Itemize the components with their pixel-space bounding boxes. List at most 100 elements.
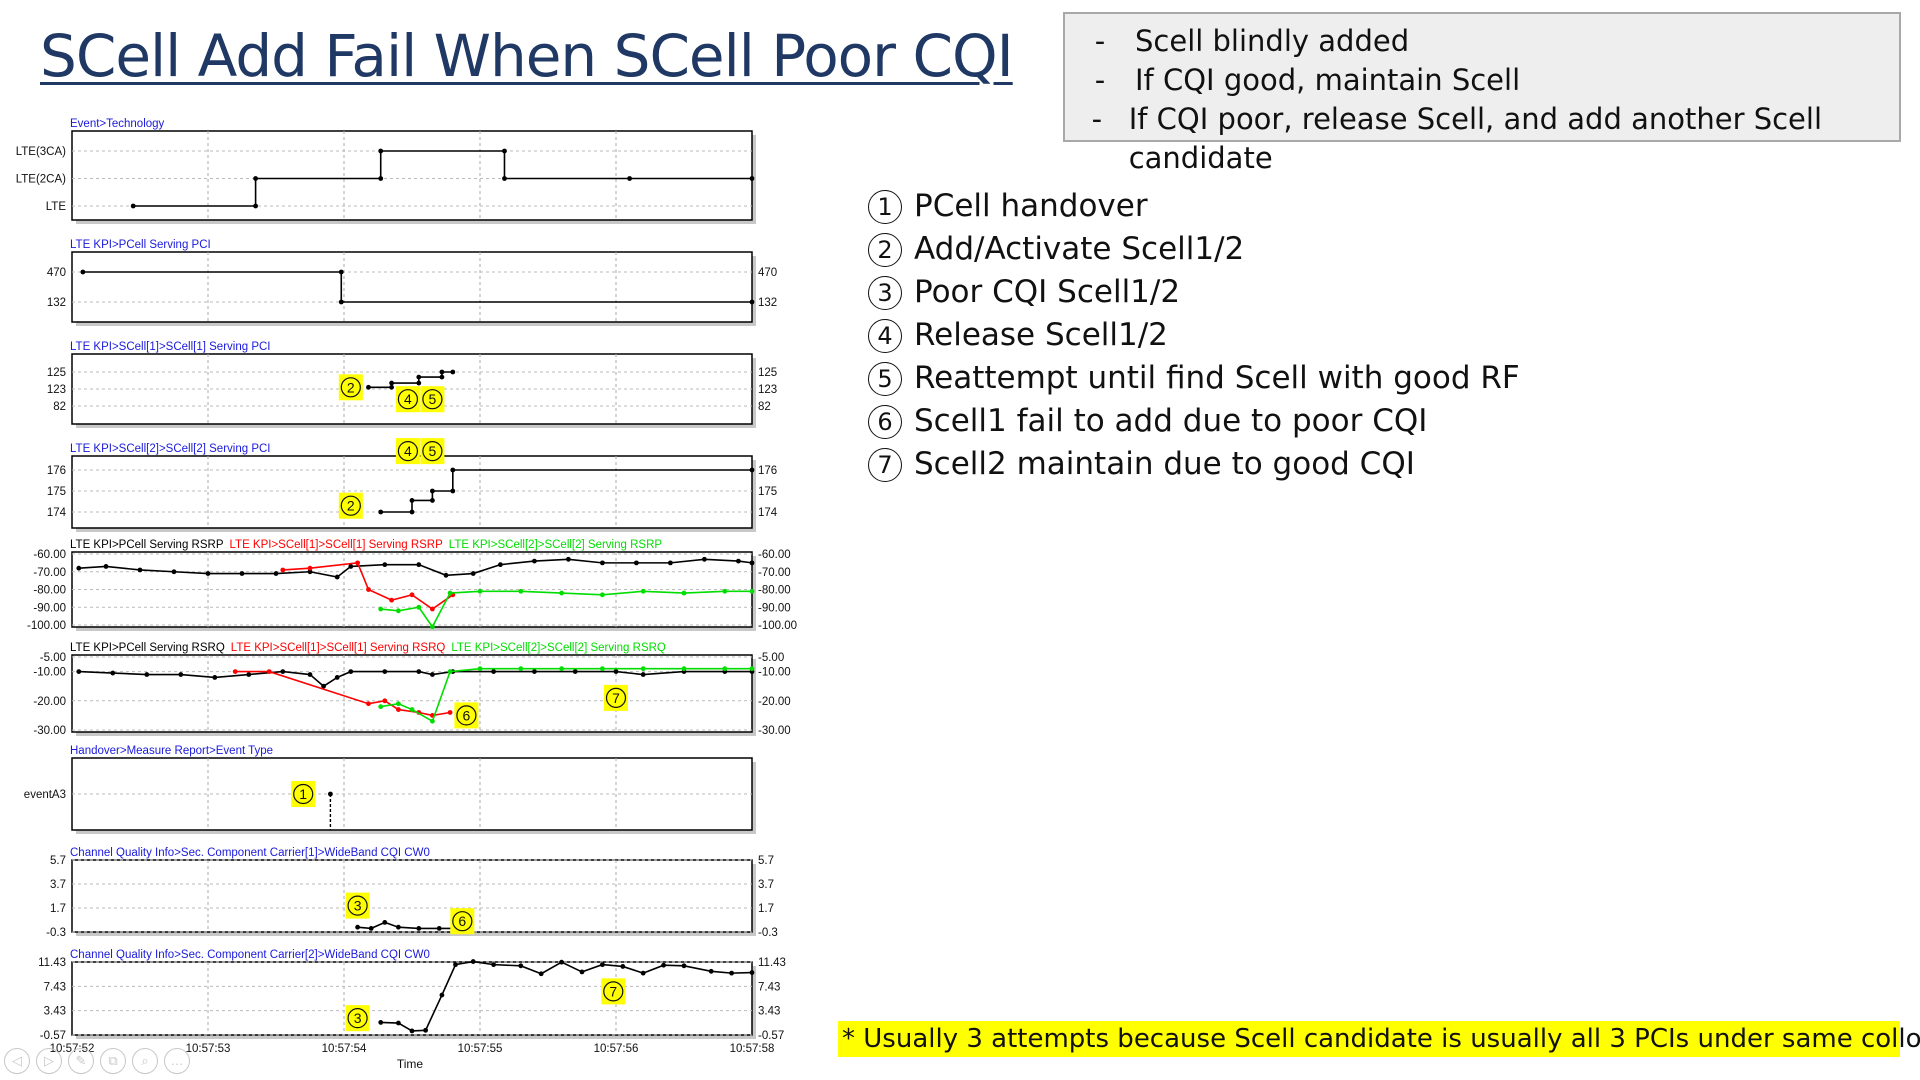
data-point (382, 562, 388, 568)
panel-title-part: LTE KPI>PCell Serving RSRQ (70, 642, 225, 654)
y-tick-label: -90.00 (33, 602, 66, 614)
data-point (430, 624, 435, 630)
step-marker-bg (601, 978, 626, 1005)
data-point (178, 672, 184, 677)
y-tick-label-right: -30.00 (758, 725, 791, 737)
data-point (76, 565, 82, 571)
y-tick-label-right: -80.00 (758, 585, 791, 597)
step-marker-circle (347, 895, 368, 916)
data-point (681, 963, 687, 969)
step-marker-label: 2 (347, 498, 355, 514)
y-tick-label-right: 125 (758, 367, 777, 379)
data-point (307, 672, 313, 677)
y-tick-label: 176 (47, 465, 66, 477)
data-point (76, 669, 82, 674)
step-marker-label: 7 (612, 690, 620, 706)
data-point (348, 669, 354, 674)
copy-icon[interactable]: ⧉ (100, 1048, 126, 1074)
step-marker-bg (338, 492, 363, 519)
note-dash: - (1091, 102, 1103, 136)
data-point (450, 369, 456, 375)
data-point (246, 672, 252, 677)
step-marker-bg (420, 386, 445, 413)
step-marker-label: 5 (429, 391, 437, 407)
data-point (103, 564, 109, 569)
x-axis-label: Time (397, 1057, 424, 1071)
data-point (439, 374, 445, 380)
legend-text: PCell handover (914, 188, 1148, 224)
step-marker-circle (605, 687, 627, 708)
panel-frame (71, 251, 753, 323)
data-point (518, 963, 524, 969)
data-point (477, 588, 483, 594)
data-point (538, 971, 544, 977)
next-icon[interactable]: ▷ (36, 1048, 62, 1074)
series-line (282, 562, 454, 610)
data-point (722, 666, 728, 672)
note-text: Scell blindly added (1135, 24, 1410, 58)
y-tick-label: -0.57 (40, 1030, 66, 1042)
data-point (736, 558, 741, 564)
data-point (348, 564, 354, 569)
x-tick-label: 10:57:53 (186, 1043, 231, 1055)
data-point (749, 970, 755, 975)
data-point (382, 698, 388, 704)
data-point (443, 572, 449, 578)
data-point (518, 588, 524, 594)
x-tick-label: 10:57:55 (458, 1043, 503, 1055)
legend-number: 1 (868, 189, 902, 224)
legend-number: 3 (868, 275, 902, 310)
panel-title-part: LTE KPI>PCell Serving RSRP (70, 539, 224, 551)
step-marker-circle (397, 389, 419, 410)
pen-icon[interactable]: ✎ (68, 1048, 94, 1074)
data-point (389, 384, 394, 390)
step-marker-circle (397, 441, 419, 462)
data-point (321, 683, 326, 689)
y-tick-label-right: -100.00 (758, 620, 797, 632)
zoom-icon[interactable]: ⌕ (132, 1048, 158, 1074)
data-point (423, 1027, 428, 1033)
step-marker: 4 (395, 386, 420, 413)
data-point (396, 608, 401, 614)
data-point (470, 959, 476, 964)
data-point (396, 707, 401, 712)
data-point (409, 707, 415, 712)
y-tick-label-right: -0.3 (758, 927, 778, 939)
notes-box: - Scell blindly added - If CQI good, maint… (1063, 12, 1901, 175)
y-tick-label-right: 176 (758, 465, 777, 477)
data-point (416, 604, 422, 610)
y-tick-label-right: -20.00 (758, 696, 791, 708)
slide-nav: ◁ ▷ ✎ ⧉ ⌕… (4, 1048, 190, 1074)
data-point (396, 924, 401, 930)
step-marker-label: 1 (299, 786, 307, 802)
prev-icon[interactable]: ◁ (4, 1048, 30, 1074)
panel-frame (71, 455, 753, 529)
y-tick-label-right: 3.43 (758, 1006, 780, 1018)
step-marker: 4 (395, 438, 420, 465)
data-point (749, 467, 755, 473)
data-point (749, 176, 755, 181)
data-point (749, 666, 755, 672)
legend-number: 2 (868, 232, 902, 267)
data-point (640, 672, 646, 677)
data-point (334, 675, 340, 680)
data-point (80, 269, 86, 275)
data-point (378, 1020, 384, 1025)
panel-title: Channel Quality Info>Sec. Component Carr… (70, 949, 430, 961)
panel-frame (71, 654, 753, 733)
data-point (205, 571, 211, 576)
step-marker: 6 (454, 702, 479, 729)
data-point (450, 488, 456, 494)
data-point (572, 669, 578, 674)
step-marker-label: 4 (404, 391, 412, 407)
data-point (338, 299, 344, 305)
data-point (409, 1028, 415, 1034)
legend-text: Add/Activate Scell1/2 (914, 231, 1245, 267)
data-point (439, 369, 445, 375)
y-tick-label: -5.00 (40, 652, 66, 664)
panel-title-part: LTE KPI>SCell[1]>SCell[1] Serving RSRP (230, 539, 444, 551)
data-point (627, 176, 632, 181)
more-icon[interactable]: … (164, 1048, 190, 1074)
step-marker: 3 (345, 892, 370, 919)
